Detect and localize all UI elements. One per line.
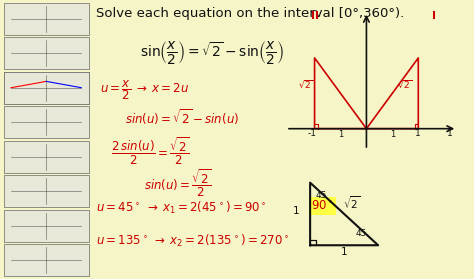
Text: $sin(u) = \sqrt{2} - sin(u)$: $sin(u) = \sqrt{2} - sin(u)$ [126,107,239,127]
Bar [4,106,89,138]
Bar [4,210,89,242]
Text: 45: 45 [316,191,328,200]
Text: 45: 45 [356,229,367,238]
Text: $u = 45^\circ\;\rightarrow\;x_1 = 2(45^\circ) = 90^\circ$: $u = 45^\circ\;\rightarrow\;x_1 = 2(45^\… [96,199,267,216]
Text: -1: -1 [308,129,317,138]
Text: $\sqrt{2}$: $\sqrt{2}$ [298,78,313,90]
Bar [4,3,89,35]
Bar [4,72,89,104]
Text: 1: 1 [341,247,347,257]
Text: $\dfrac{2\,sin(u)}{2} = \dfrac{\sqrt{2}}{2}$: $\dfrac{2\,sin(u)}{2} = \dfrac{\sqrt{2}}… [111,135,189,167]
Bar [4,244,89,276]
Text: 1: 1 [293,206,300,216]
Text: $u = 135^\circ\;\rightarrow\;x_2 = 2(135^\circ) = 270^\circ$: $u = 135^\circ\;\rightarrow\;x_2 = 2(135… [96,233,289,249]
Text: 1: 1 [447,129,452,138]
Text: $\sin\!\left(\dfrac{x}{2}\right) = \sqrt{2} - \sin\!\left(\dfrac{x}{2}\right)$: $\sin\!\left(\dfrac{x}{2}\right) = \sqrt… [140,39,284,66]
Text: $u = \dfrac{x}{2}\;\rightarrow\;x = 2u$: $u = \dfrac{x}{2}\;\rightarrow\;x = 2u$ [100,78,189,102]
Text: I: I [432,11,436,21]
Text: 1: 1 [415,129,421,138]
Text: $\sqrt{2}$: $\sqrt{2}$ [344,194,361,211]
Text: II: II [310,11,319,21]
Text: $sin(u) = \dfrac{\sqrt{2}}{2}$: $sin(u) = \dfrac{\sqrt{2}}{2}$ [144,167,211,199]
Bar [4,37,89,69]
Bar [4,175,89,207]
Text: 1: 1 [390,130,395,139]
Text: 1: 1 [338,130,343,139]
Text: $90^\circ$: $90^\circ$ [311,199,333,213]
Text: $\sqrt{2}$: $\sqrt{2}$ [397,78,412,90]
Bar [4,72,89,104]
Bar [4,141,89,173]
Text: Solve each equation on the interval [0°,360°).: Solve each equation on the interval [0°,… [96,7,404,20]
